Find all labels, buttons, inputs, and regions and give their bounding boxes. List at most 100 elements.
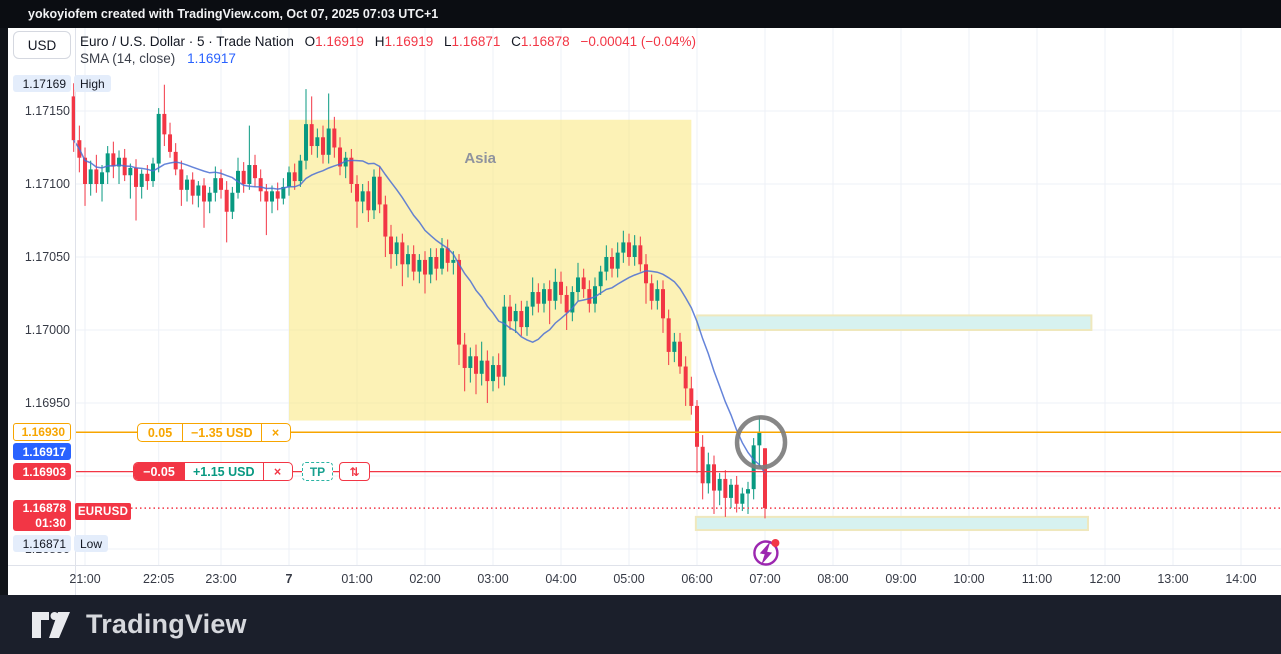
change-value: −0.00041 (−0.04%) xyxy=(580,34,697,49)
order-price-badge[interactable]: 1.16930 xyxy=(13,423,71,441)
time-tick-label[interactable]: 02:00 xyxy=(409,572,440,586)
candle-body xyxy=(207,192,212,202)
time-tick-label[interactable]: 10:00 xyxy=(953,572,984,586)
tradingview-logo-icon[interactable] xyxy=(30,610,72,640)
buy-order-widget[interactable]: 0.05 −1.35 USD × xyxy=(137,423,291,442)
time-tick-label[interactable]: 12:00 xyxy=(1089,572,1120,586)
candle-body xyxy=(564,294,569,313)
candle-body xyxy=(394,242,399,255)
currency-button[interactable]: USD xyxy=(13,31,71,59)
candle-body xyxy=(689,388,694,406)
position-pnl: +1.15 USD xyxy=(184,463,263,480)
ellipse-annotation[interactable] xyxy=(734,415,788,470)
candle-body xyxy=(309,124,314,147)
candle-body xyxy=(666,318,671,352)
candle-body xyxy=(627,242,632,257)
ohlc-close-key: C xyxy=(511,34,521,49)
candle-body xyxy=(491,365,496,382)
sell-position-widget[interactable]: −0.05 +1.15 USD × xyxy=(133,462,293,481)
candle-body xyxy=(105,153,110,173)
candle-body xyxy=(349,157,354,184)
time-tick-label[interactable]: 11:00 xyxy=(1022,572,1052,586)
reverse-position-button[interactable]: ⇅ xyxy=(339,462,370,481)
candle-body xyxy=(134,167,139,187)
price-tick-label[interactable]: 1.17000 xyxy=(25,323,70,337)
candle-body xyxy=(355,184,360,202)
candle-body xyxy=(604,257,609,272)
symbol-legend-row[interactable]: Euro / U.S. Dollar · 5 · Trade Nation O1… xyxy=(80,33,696,50)
low-price-badge: 1.16871 xyxy=(13,535,71,552)
price-tick-label[interactable]: 1.17150 xyxy=(25,104,70,118)
position-close-button[interactable]: × xyxy=(262,463,292,480)
time-tick-label[interactable]: 08:00 xyxy=(817,572,848,586)
candle-body xyxy=(389,236,394,255)
tradingview-wordmark[interactable]: TradingView xyxy=(86,609,247,639)
candle-body xyxy=(117,157,122,167)
buy-order-qty[interactable]: 0.05 xyxy=(147,425,173,440)
candle-body xyxy=(734,484,739,504)
candle-body xyxy=(423,259,428,275)
candle-body xyxy=(298,160,303,182)
candle-body xyxy=(128,167,133,176)
candle-body xyxy=(530,292,535,307)
time-tick-label[interactable]: 22:05 xyxy=(143,572,174,586)
currency-button-label: USD xyxy=(27,37,57,53)
candle-body xyxy=(281,186,286,199)
candle-body xyxy=(536,292,541,304)
take-profit-button[interactable]: TP xyxy=(302,462,333,481)
candle-body xyxy=(598,271,603,287)
candle-body xyxy=(241,170,246,184)
candle-body xyxy=(151,163,156,182)
candle-body xyxy=(547,289,552,301)
position-price-badge[interactable]: 1.16903 xyxy=(13,463,71,480)
candle-body xyxy=(247,165,252,184)
candle-body xyxy=(632,245,637,257)
time-tick-label[interactable]: 07:00 xyxy=(749,572,780,586)
candle-body xyxy=(683,366,688,389)
time-tick-label[interactable]: 01:00 xyxy=(341,572,372,586)
price-tick-label[interactable]: 1.16950 xyxy=(25,396,70,410)
ohlc-close-value: 1.16878 xyxy=(520,34,570,49)
chart-legend: Euro / U.S. Dollar · 5 · Trade Nation O1… xyxy=(80,33,696,67)
candle-body xyxy=(519,311,524,328)
candle-body xyxy=(360,191,365,202)
flash-events-icon[interactable] xyxy=(753,539,780,566)
candle-body xyxy=(672,341,677,352)
position-qty[interactable]: −0.05 xyxy=(134,463,184,480)
time-tick-label[interactable]: 09:00 xyxy=(885,572,916,586)
time-tick-label[interactable]: 13:00 xyxy=(1157,572,1188,586)
candle-body xyxy=(457,259,462,345)
candle-body xyxy=(304,124,309,161)
candle-body xyxy=(570,292,575,313)
candle-body xyxy=(270,191,275,202)
asia-session-label: Asia xyxy=(464,150,496,167)
time-tick-label[interactable]: 06:00 xyxy=(681,572,712,586)
attribution-bar: yokoyiofem created with TradingView.com,… xyxy=(0,0,1281,28)
sma-indicator-value: 1.16917 xyxy=(187,51,236,66)
time-tick-label[interactable]: 14:00 xyxy=(1225,572,1256,586)
time-tick-label[interactable]: 04:00 xyxy=(545,572,576,586)
candle-body xyxy=(179,169,184,190)
candle-body xyxy=(468,356,473,368)
time-tick-label[interactable]: 21:00 xyxy=(69,572,100,586)
candle-body xyxy=(258,178,263,192)
price-zone xyxy=(694,515,1089,532)
indicator-legend-row[interactable]: SMA (14, close) 1.16917 xyxy=(80,50,696,67)
time-tick-label[interactable]: 7 xyxy=(286,572,293,586)
candle-body xyxy=(479,360,484,374)
time-tick-label[interactable]: 23:00 xyxy=(205,572,236,586)
price-tick-label[interactable]: 1.17100 xyxy=(25,177,70,191)
candle-body xyxy=(224,189,229,212)
candle-body xyxy=(326,128,331,155)
candle-body xyxy=(763,448,767,509)
price-tick-label[interactable]: 1.17050 xyxy=(25,250,70,264)
time-tick-label[interactable]: 05:00 xyxy=(613,572,644,586)
candle-body xyxy=(587,289,592,304)
candle-body xyxy=(474,356,479,374)
time-tick-label[interactable]: 03:00 xyxy=(477,572,508,586)
buy-order-close-button[interactable]: × xyxy=(260,424,290,441)
candle-body xyxy=(202,185,207,202)
candle-body xyxy=(723,478,728,498)
